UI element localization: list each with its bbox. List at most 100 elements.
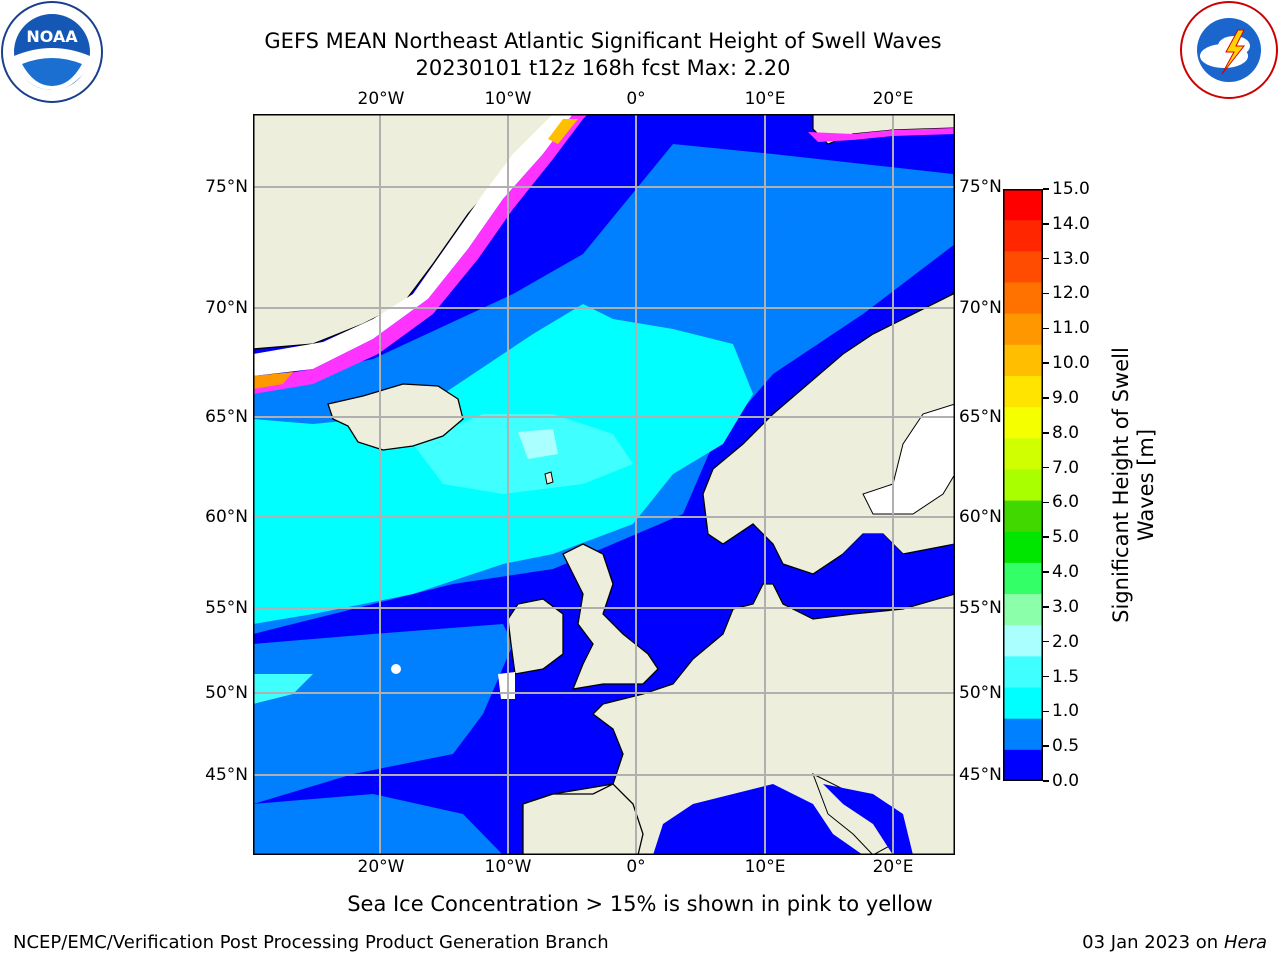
lat-label-left: 65°N — [205, 407, 248, 427]
colorbar-tick-mark — [1043, 432, 1049, 434]
colorbar-tick-mark — [1043, 327, 1049, 330]
swell-max — [518, 429, 558, 459]
colorbar-tick-mark — [1043, 362, 1049, 364]
colorbar-tick-label: 10.0 — [1052, 353, 1090, 374]
colorbar-tick-label: 2.0 — [1052, 631, 1080, 652]
colorbar-segment — [1003, 375, 1043, 408]
colorbar-tick-mark — [1043, 745, 1049, 747]
lon-label-top: 20°E — [872, 89, 914, 109]
colorbar-tick-mark — [1043, 606, 1049, 608]
lat-label-left: 50°N — [205, 683, 248, 703]
colorbar-tick-mark — [1043, 640, 1049, 643]
lat-label-left: 55°N — [205, 598, 248, 618]
lon-label-bottom: 10°E — [744, 857, 786, 877]
lon-label-top: 0° — [626, 89, 646, 109]
sea-ice-note: Sea Ice Concentration > 15% is shown in … — [347, 892, 933, 916]
colorbar-segment — [1003, 220, 1043, 252]
colorbar-tick-label: 13.0 — [1052, 248, 1090, 269]
colorbar-tick-mark — [1043, 780, 1049, 782]
land-iberia — [522, 783, 644, 855]
map-panel — [253, 114, 955, 855]
colorbar-tick-label: 1.0 — [1052, 701, 1080, 722]
colorbar-tick-label: 15.0 — [1052, 179, 1090, 199]
colorbar-segment — [1003, 531, 1043, 564]
colorbar-tick-mark — [1043, 223, 1049, 225]
colorbar-segment — [1003, 594, 1043, 626]
colorbar-tick-label: 0.5 — [1052, 736, 1080, 757]
colorbar-tick-mark — [1043, 571, 1049, 573]
colorbar — [1003, 189, 1043, 781]
colorbar-segment — [1003, 562, 1043, 595]
colorbar-tick-label: 8.0 — [1052, 422, 1080, 443]
chart-title: GEFS MEAN Northeast Atlantic Significant… — [264, 29, 942, 53]
colorbar-tick-label: 5.0 — [1052, 527, 1080, 548]
colorbar-segment — [1003, 344, 1043, 377]
lat-label-right: 75°N — [959, 177, 1002, 197]
colorbar-segment — [1003, 251, 1043, 283]
colorbar-segment — [1003, 718, 1043, 751]
lon-label-bottom: 20°W — [357, 857, 405, 877]
colorbar-segment — [1003, 282, 1043, 315]
colorbar-label-line2: Waves [m] — [1134, 428, 1158, 542]
colorbar-segment — [1003, 189, 1043, 221]
svg-text:NOAA: NOAA — [26, 27, 78, 46]
colorbar-tick-mark — [1043, 466, 1049, 469]
lat-label-left: 60°N — [205, 507, 248, 527]
lat-label-right: 60°N — [959, 507, 1002, 527]
swell-band-light — [413, 414, 633, 494]
colorbar-tick-label: 11.0 — [1052, 318, 1090, 339]
colorbar-segment — [1003, 469, 1043, 502]
footer-host: Hera — [1223, 932, 1267, 953]
colorbar-tick-mark — [1043, 257, 1049, 260]
lon-label-bottom: 10°W — [484, 857, 532, 877]
colorbar-tick-label: 4.0 — [1052, 562, 1080, 583]
footer-date: 03 Jan 2023 on Hera — [1082, 932, 1267, 954]
colorbar-tick-label: 14.0 — [1052, 213, 1090, 234]
lat-label-left: 70°N — [205, 298, 248, 318]
lat-label-right: 45°N — [959, 765, 1002, 785]
med-sea — [653, 784, 863, 855]
colorbar-tick-label: 6.0 — [1052, 492, 1080, 513]
lon-label-bottom: 0° — [626, 857, 646, 877]
colorbar-label: Significant Height of Swell Waves [m] — [1104, 330, 1164, 640]
colorbar-label-line1: Significant Height of Swell — [1109, 347, 1133, 623]
lat-label-right: 55°N — [959, 598, 1002, 618]
graticule — [253, 114, 955, 855]
colorbar-tick-label: 7.0 — [1052, 457, 1080, 478]
noaa-logo: NOAA — [1, 1, 103, 103]
colorbar-tick-label: 1.5 — [1052, 666, 1080, 687]
lon-label-top: 10°E — [744, 89, 786, 109]
nws-logo — [1180, 1, 1278, 99]
lat-label-left: 75°N — [205, 177, 248, 197]
colorbar-tick-label: 0.0 — [1052, 771, 1080, 791]
colorbar-tick-mark — [1043, 188, 1049, 190]
lat-label-right: 65°N — [959, 407, 1002, 427]
colorbar-tick-mark — [1043, 397, 1049, 399]
lon-label-top: 10°W — [484, 89, 532, 109]
colorbar-segment — [1003, 313, 1043, 346]
lon-label-bottom: 20°E — [872, 857, 914, 877]
colorbar-tick-mark — [1043, 710, 1049, 713]
lon-label-top: 20°W — [357, 89, 405, 109]
colorbar-segment — [1003, 687, 1043, 720]
colorbar-tick-label: 3.0 — [1052, 596, 1080, 617]
lat-label-right: 50°N — [959, 683, 1002, 703]
colorbar-tick-mark — [1043, 501, 1049, 504]
footer-credit: NCEP/EMC/Verification Post Processing Pr… — [13, 932, 609, 953]
colorbar-segment — [1003, 407, 1043, 439]
colorbar-tick-label: 9.0 — [1052, 387, 1080, 408]
colorbar-segment — [1003, 500, 1043, 533]
lat-label-right: 70°N — [959, 298, 1002, 318]
colorbar-segment — [1003, 749, 1043, 781]
colorbar-tick-label: 12.0 — [1052, 283, 1090, 304]
colorbar-segment — [1003, 625, 1043, 657]
footer-date-text: 03 Jan 2023 on — [1082, 932, 1224, 953]
chart-subtitle: 20230101 t12z 168h fcst Max: 2.20 — [415, 56, 791, 80]
land-great-britain — [562, 543, 659, 690]
colorbar-tick-mark — [1043, 675, 1049, 678]
colorbar-segment — [1003, 438, 1043, 470]
lat-label-left: 45°N — [205, 765, 248, 785]
colorbar-tick-mark — [1043, 292, 1049, 295]
colorbar-tick-mark — [1043, 536, 1049, 538]
colorbar-segment — [1003, 656, 1043, 689]
